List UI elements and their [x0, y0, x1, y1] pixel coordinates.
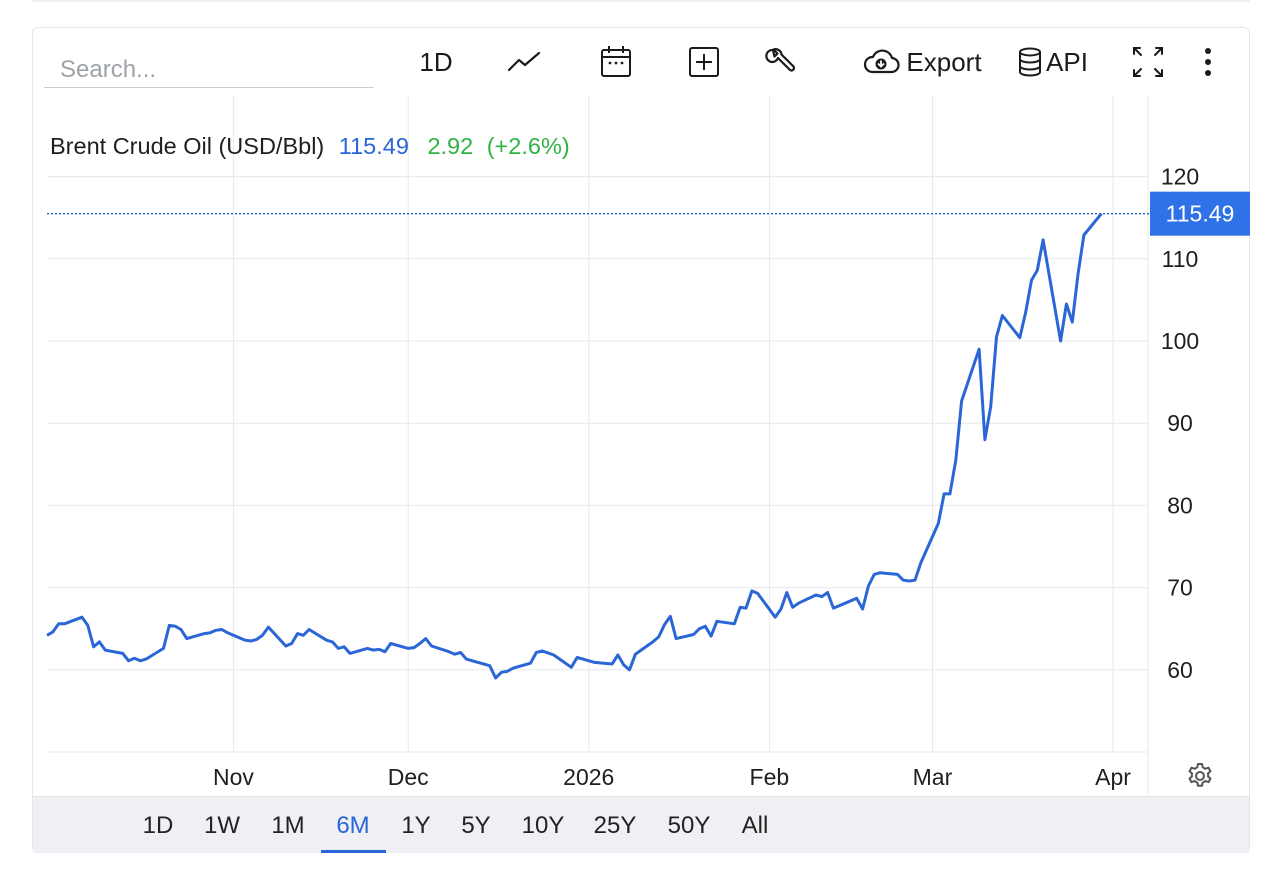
interval-label: 1D [419, 46, 453, 77]
last-price-tag [1150, 191, 1250, 236]
x-tick-label: Apr [1095, 764, 1131, 790]
compare-button[interactable] [680, 40, 728, 84]
y-tick-label: 110 [1162, 246, 1199, 272]
cloud-download-icon [862, 48, 901, 76]
chart-panel [32, 27, 1250, 853]
legend-change-percent: (+2.6%) [487, 133, 570, 159]
y-tick-label: 80 [1167, 492, 1193, 518]
calendar-icon [600, 45, 632, 79]
range-button-6m[interactable]: 6M [336, 812, 370, 839]
legend-price: 115.49 [339, 133, 409, 159]
fullscreen-button[interactable] [1126, 40, 1170, 84]
search-input[interactable] [44, 44, 374, 88]
x-tick-label: 2026 [563, 764, 614, 790]
range-button-1d[interactable]: 1D [142, 812, 174, 839]
range-button-all[interactable]: All [741, 812, 769, 839]
legend-series-name: Brent Crude Oil (USD/Bbl) [50, 133, 324, 159]
range-selector-bar [33, 796, 1249, 853]
line-chart-icon [507, 50, 541, 74]
wrench-icon [764, 46, 796, 78]
y-tick-label: 100 [1161, 328, 1199, 354]
database-icon [1018, 47, 1042, 77]
range-button-1w[interactable]: 1W [204, 812, 240, 839]
indicators-button[interactable] [756, 40, 804, 84]
export-button[interactable]: Export [860, 40, 984, 84]
y-tick-label: 60 [1167, 657, 1193, 683]
export-label: Export [906, 46, 982, 77]
range-button-50y[interactable]: 50Y [667, 812, 711, 839]
gear-icon[interactable] [1186, 762, 1214, 790]
more-vertical-icon [1204, 47, 1212, 77]
series-line [46, 212, 1103, 680]
api-button[interactable]: API [1014, 40, 1092, 84]
y-tick-label: 120 [1161, 164, 1199, 190]
fullscreen-icon [1131, 45, 1165, 79]
y-tick-label: 70 [1167, 575, 1193, 601]
chart-legend: Brent Crude Oil (USD/Bbl) 115.49 2.92 (+… [50, 133, 570, 159]
x-tick-label: Nov [213, 764, 254, 790]
range-button-5y[interactable]: 5Y [461, 812, 491, 839]
api-label: API [1046, 46, 1088, 77]
y-tick-label: 90 [1167, 410, 1193, 436]
chart-type-button[interactable] [500, 40, 548, 84]
range-button-1m[interactable]: 1M [271, 812, 305, 839]
legend-change: 2.92 [427, 133, 473, 159]
range-button-25y[interactable]: 25Y [593, 812, 637, 839]
x-tick-label: Dec [388, 764, 429, 790]
calendar-button[interactable] [592, 40, 640, 84]
top-divider [32, 0, 1250, 2]
interval-button[interactable]: 1D [408, 40, 464, 84]
x-tick-label: Feb [750, 764, 790, 790]
last-price-tag-label: 115.49 [1166, 201, 1235, 227]
more-button[interactable] [1192, 40, 1224, 84]
range-button-10y[interactable]: 10Y [521, 812, 565, 839]
active-range-indicator [321, 850, 386, 853]
plus-square-icon [688, 46, 720, 78]
range-button-1y[interactable]: 1Y [401, 812, 431, 839]
x-tick-label: Mar [913, 764, 953, 790]
